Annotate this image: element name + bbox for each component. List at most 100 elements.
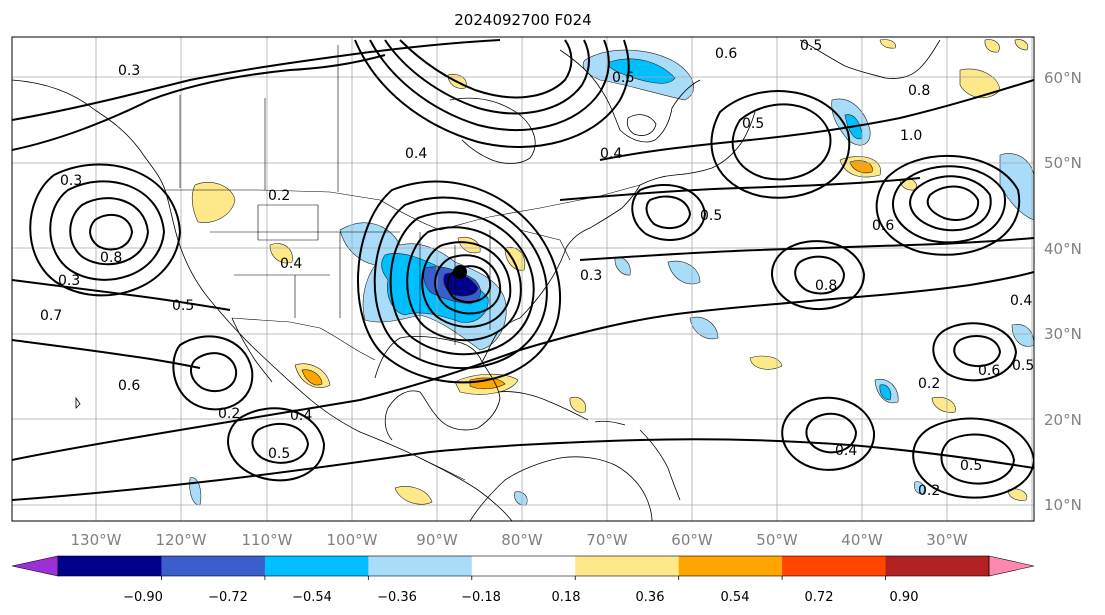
contour-label-9: 0.2 <box>268 188 290 204</box>
coast-greenland <box>799 39 941 79</box>
contour-label-26: 0.2 <box>918 376 940 392</box>
shade-blue-east2 <box>1011 324 1034 347</box>
contour-low-center-1 <box>446 265 492 304</box>
contour-labrador-3 <box>369 39 610 131</box>
colorbar-swatch <box>264 556 369 576</box>
contour-subtrop-2 <box>781 396 876 471</box>
coastlines <box>12 39 941 521</box>
colorbar-tick-label: 0.18 <box>552 590 581 605</box>
lat-label-40n: 40°N <box>1044 240 1082 258</box>
colorbar <box>11 555 1035 580</box>
low-center-marker <box>453 265 467 279</box>
coast-pacific-islands <box>75 396 81 409</box>
colorbar-tick-label: 0.72 <box>805 590 834 605</box>
contour-label-28: 0.6 <box>978 363 1000 379</box>
contour-low-center-4 <box>406 226 522 342</box>
colorbar-tick-label: −0.72 <box>208 590 248 605</box>
contour-east-upper <box>599 79 1034 161</box>
contour-label-13: 0.3 <box>58 273 80 289</box>
colorbar-ticks: −0.90 −0.72 −0.54 −0.36 −0.18 0.18 0.36 … <box>123 590 918 605</box>
coast-cuba <box>497 391 589 421</box>
contour-mex-1 <box>189 352 238 393</box>
contour-label-18: 0.4 <box>280 256 302 272</box>
contour-label-11: 0.3 <box>60 173 82 189</box>
contour-e-atl-low-2 <box>932 322 1018 382</box>
contour-label-7: 0.3 <box>118 63 140 79</box>
colorbar-tick-label: 0.54 <box>721 590 750 605</box>
longitude-axis: 130°W 120°W 110°W 100°W 90°W 80°W 70°W 6… <box>71 531 968 549</box>
shade-cyan-subtrop <box>879 384 892 401</box>
border-state5 <box>257 204 319 241</box>
contour-wpac-2 <box>69 197 150 266</box>
contour-label-5: 1.0 <box>900 128 922 144</box>
contour-label-27: 0.5 <box>1012 358 1034 374</box>
contour-e-atl-low-1 <box>953 335 1002 368</box>
coast-south-america <box>469 456 653 521</box>
contour-se-atl-2 <box>912 417 1034 499</box>
coast-labrador <box>559 49 701 143</box>
colorbar-extend-high <box>988 555 1035 577</box>
contour-wpac-3 <box>49 180 166 281</box>
country-state-borders <box>165 45 641 481</box>
shade-orange-mexico <box>301 369 323 386</box>
border-state12 <box>519 229 571 261</box>
colorbar-swatch <box>885 556 990 576</box>
lat-label-50n: 50°N <box>1044 154 1082 172</box>
contour-label-group: 0.6 0.6 0.5 0.8 1.0 0.5 0.3 0.4 0.2 0.4 … <box>40 38 1034 499</box>
colorbar-swatch <box>471 556 576 576</box>
coast-maritimes <box>639 111 756 186</box>
shade-yellow-atl4 <box>931 397 956 413</box>
lon-label-120w: 120°W <box>156 531 207 549</box>
contour-atl-high-4 <box>875 155 1021 256</box>
contour-west-lower <box>12 339 201 369</box>
map-content: 0.6 0.6 0.5 0.8 1.0 0.5 0.3 0.4 0.2 0.4 … <box>12 37 1034 521</box>
colorbar-tick-label: −0.18 <box>461 590 501 605</box>
contour-atl-high-2 <box>909 175 992 232</box>
lon-label-60w: 60°W <box>671 531 713 549</box>
map-frame <box>11 36 1035 522</box>
contour-label-14: 0.7 <box>40 308 62 324</box>
contour-label-22: 0.5 <box>700 208 722 224</box>
contour-label-19: 0.5 <box>268 446 290 462</box>
contour-atl-mid-2 <box>771 240 866 311</box>
contour-label-12: 0.8 <box>100 250 122 266</box>
colorbar-swatch <box>368 556 473 576</box>
contour-label-1: 0.6 <box>715 46 737 62</box>
contour-atl-high-3 <box>891 165 1006 244</box>
contour-label-3: 0.5 <box>800 38 822 54</box>
border-us-mexico <box>231 317 376 361</box>
contour-low-center-6 <box>373 196 548 370</box>
border-central-america <box>419 457 466 481</box>
shade-blue-mid <box>614 257 631 276</box>
contour-label-16: 0.6 <box>118 378 140 394</box>
shade-yellow-colombia <box>394 486 433 505</box>
shade-yellow-atl5 <box>1007 488 1028 501</box>
contour-low-center-7 <box>356 180 561 384</box>
contour-atl-mid-1 <box>794 255 846 295</box>
shade-yellow-lowcenter <box>457 237 481 254</box>
coast-pacific-northwest <box>164 189 513 521</box>
lon-label-110w: 110°W <box>242 531 293 549</box>
colorbar-tick-label: −0.54 <box>292 590 332 605</box>
colorbar-tick-label: −0.90 <box>123 590 163 605</box>
contour-long-central <box>12 271 1034 461</box>
contour-nw-atl-1 <box>731 103 832 181</box>
shade-blue-tropatl <box>914 481 925 495</box>
border-us-canada <box>165 184 641 231</box>
shade-yellow-atl6 <box>879 39 896 49</box>
contour-east-mid <box>559 177 921 201</box>
contour-long-upper <box>12 39 501 121</box>
lon-label-100w: 100°W <box>327 531 378 549</box>
contour-labrador-1 <box>399 39 573 99</box>
contour-long-north <box>12 54 386 151</box>
coast-baja <box>231 317 273 383</box>
shade-yellow-atl3 <box>749 355 783 370</box>
contour-label-8: 0.4 <box>600 146 622 162</box>
contour-lines <box>12 39 1034 501</box>
contour-atl-center-2 <box>631 183 707 241</box>
contour-label-4: 0.8 <box>908 83 930 99</box>
contour-east-lower <box>579 237 1034 261</box>
contour-label-2: 0.6 <box>612 70 634 86</box>
coast-alaska <box>12 79 166 191</box>
lon-label-90w: 90°W <box>416 531 458 549</box>
